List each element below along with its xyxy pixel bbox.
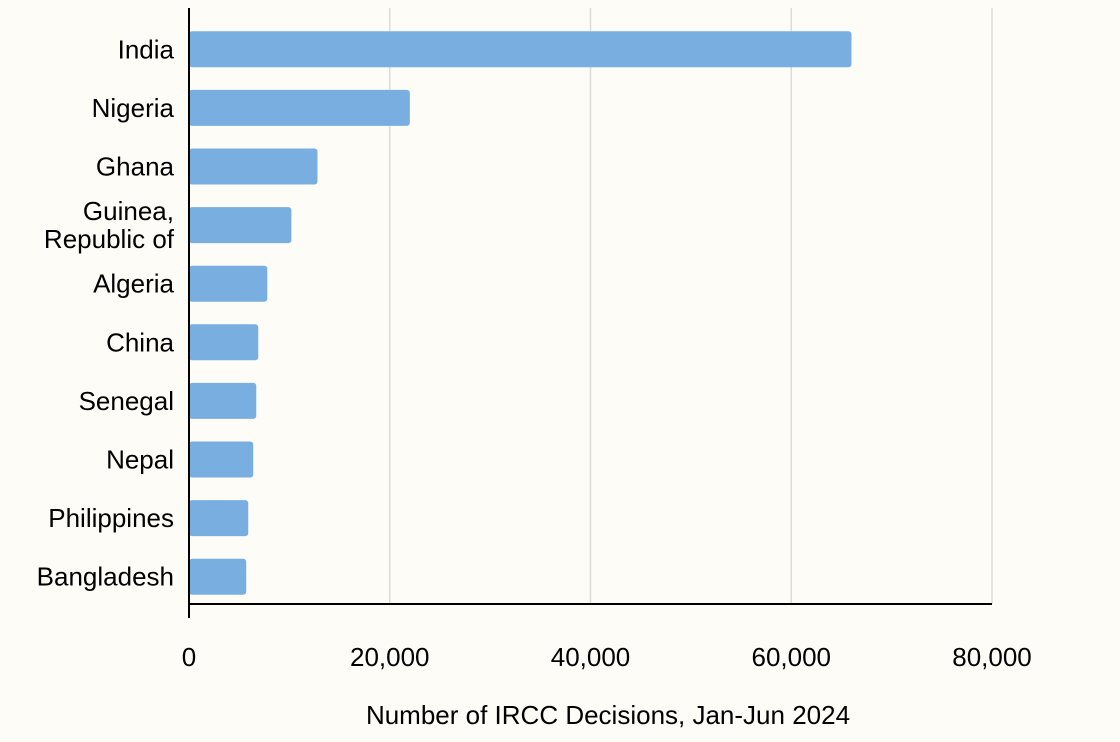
category-label: India: [118, 34, 175, 64]
category-label: Bangladesh: [37, 562, 174, 592]
bar: [189, 500, 249, 537]
category-label: Senegal: [79, 386, 174, 416]
bar: [189, 558, 247, 595]
x-tick-label: 60,000: [751, 642, 831, 672]
category-label: Nepal: [106, 445, 174, 475]
x-tick-label: 0: [182, 642, 196, 672]
bar: [189, 148, 318, 185]
bars: [189, 31, 852, 595]
x-tick-label: 40,000: [551, 642, 631, 672]
grid-lines: [389, 8, 993, 604]
bar: [189, 441, 254, 478]
category-label: Algeria: [93, 269, 174, 299]
x-tick-labels: 0 20,000 40,000 60,000 80,000: [182, 642, 1032, 672]
bar: [189, 89, 410, 126]
category-label: Nigeria: [92, 93, 175, 123]
axes: [188, 8, 992, 618]
category-label: China: [106, 327, 174, 357]
x-tick-label: 80,000: [952, 642, 1032, 672]
bar: [189, 382, 257, 419]
x-tick-label: 20,000: [350, 642, 430, 672]
bar: [189, 31, 852, 68]
category-label: Philippines: [48, 503, 174, 533]
category-label: Ghana: [96, 152, 175, 182]
bar: [189, 324, 259, 361]
category-label: Guinea, Republic of: [44, 196, 175, 254]
category-labels: India Nigeria Ghana Guinea, Republic of Alger…: [37, 34, 175, 591]
bar: [189, 207, 292, 244]
bar: [189, 265, 268, 302]
x-axis-title: Number of IRCC Decisions, Jan-Jun 2024: [366, 700, 850, 730]
